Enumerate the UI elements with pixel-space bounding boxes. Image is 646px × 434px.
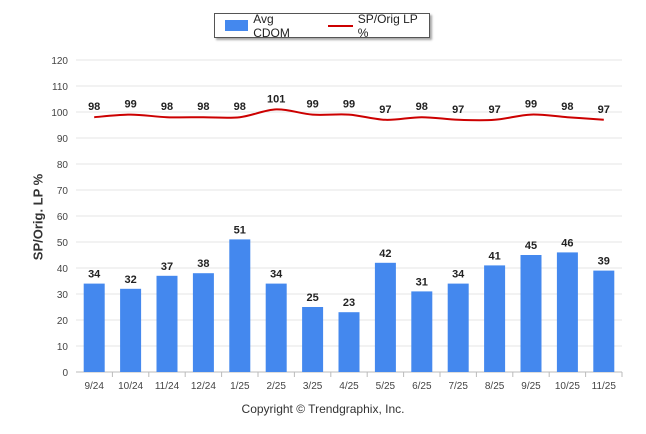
y-tick-label: 80 <box>57 160 69 171</box>
line-value-label: 99 <box>124 99 136 111</box>
line-value-label: 99 <box>343 99 355 111</box>
line-value-label: 97 <box>379 104 391 116</box>
x-tick-label: 9/24 <box>84 381 104 392</box>
line-value-label: 98 <box>197 101 209 113</box>
y-tick-label: 20 <box>57 316 69 327</box>
bar <box>156 275 178 372</box>
bar <box>229 239 251 372</box>
bar-value-label: 25 <box>306 292 318 304</box>
bar-value-label: 42 <box>379 248 391 260</box>
bar <box>556 252 578 372</box>
bar <box>520 255 542 372</box>
legend-label: SP/Orig LP % <box>357 11 418 40</box>
bar-value-label: 34 <box>88 269 101 281</box>
line-value-label: 98 <box>416 101 428 113</box>
bar <box>265 283 287 372</box>
x-tick-label: 6/25 <box>412 381 432 392</box>
x-tick-label: 12/24 <box>191 381 216 392</box>
bar <box>83 283 105 372</box>
bar-value-label: 34 <box>270 269 283 281</box>
x-tick-label: 11/24 <box>155 381 180 392</box>
x-tick-label: 1/25 <box>230 381 250 392</box>
line-value-label: 97 <box>452 104 464 116</box>
y-tick-label: 110 <box>52 82 68 93</box>
legend-swatch-bar <box>225 20 249 31</box>
bar <box>120 288 142 372</box>
legend-label: Avg CDOM <box>253 11 290 40</box>
y-tick-label: 0 <box>62 368 68 379</box>
x-tick-label: 4/25 <box>339 381 359 392</box>
y-tick-label: 10 <box>57 342 69 353</box>
y-tick-label: 60 <box>57 212 69 223</box>
bar-value-label: 45 <box>525 240 537 252</box>
legend-swatch-line <box>327 24 353 27</box>
line-value-label: 97 <box>488 104 500 116</box>
x-tick-label: 10/25 <box>555 381 580 392</box>
bar-value-label: 37 <box>161 261 173 273</box>
bar-value-label: 23 <box>343 297 355 309</box>
legend-item-avg-cdom[interactable]: Avg CDOM <box>215 12 312 40</box>
x-tick-label: 3/25 <box>303 381 323 392</box>
bar <box>302 307 324 372</box>
bar-value-label: 51 <box>234 224 246 236</box>
y-tick-label: 120 <box>51 56 68 67</box>
bar-value-label: 38 <box>197 258 209 270</box>
bar-value-label: 31 <box>416 276 428 288</box>
bar <box>374 262 396 372</box>
legend-item-sp-orig-lp[interactable]: SP/Orig LP % <box>312 12 429 40</box>
bar-value-label: 41 <box>488 250 500 262</box>
y-tick-label: 30 <box>57 290 69 301</box>
bar-value-label: 32 <box>124 274 136 286</box>
bar <box>192 273 214 372</box>
bar <box>593 270 615 372</box>
x-tick-label: 10/24 <box>118 381 143 392</box>
line-value-label: 98 <box>561 101 573 113</box>
line-value-label: 98 <box>234 101 246 113</box>
bar <box>447 283 469 372</box>
x-tick-label: 5/25 <box>376 381 396 392</box>
x-tick-label: 7/25 <box>448 381 468 392</box>
copyright-text: Copyright © Trendgraphix, Inc. <box>241 402 405 416</box>
bar-value-label: 34 <box>452 269 465 281</box>
x-tick-label: 11/25 <box>592 381 617 392</box>
y-tick-label: 90 <box>57 134 69 145</box>
bar <box>411 291 433 372</box>
line-value-label: 98 <box>161 101 173 113</box>
legend: Avg CDOM SP/Orig LP % <box>214 12 430 40</box>
bar <box>484 265 506 372</box>
line-value-label: 98 <box>88 101 100 113</box>
line-value-label: 101 <box>267 93 285 105</box>
y-tick-label: 40 <box>57 264 69 275</box>
x-tick-label: 2/25 <box>266 381 286 392</box>
x-tick-label: 9/25 <box>521 381 541 392</box>
bar-value-label: 46 <box>561 237 573 249</box>
bar <box>338 312 360 372</box>
y-tick-label: 100 <box>51 108 68 119</box>
y-tick-label: 50 <box>57 238 69 249</box>
line-value-label: 99 <box>525 99 537 111</box>
bar-value-label: 39 <box>598 256 610 268</box>
line-value-label: 99 <box>306 99 318 111</box>
line-value-label: 97 <box>598 104 610 116</box>
series-line <box>94 108 604 122</box>
x-tick-label: 8/25 <box>485 381 505 392</box>
y-tick-label: 70 <box>57 186 69 197</box>
